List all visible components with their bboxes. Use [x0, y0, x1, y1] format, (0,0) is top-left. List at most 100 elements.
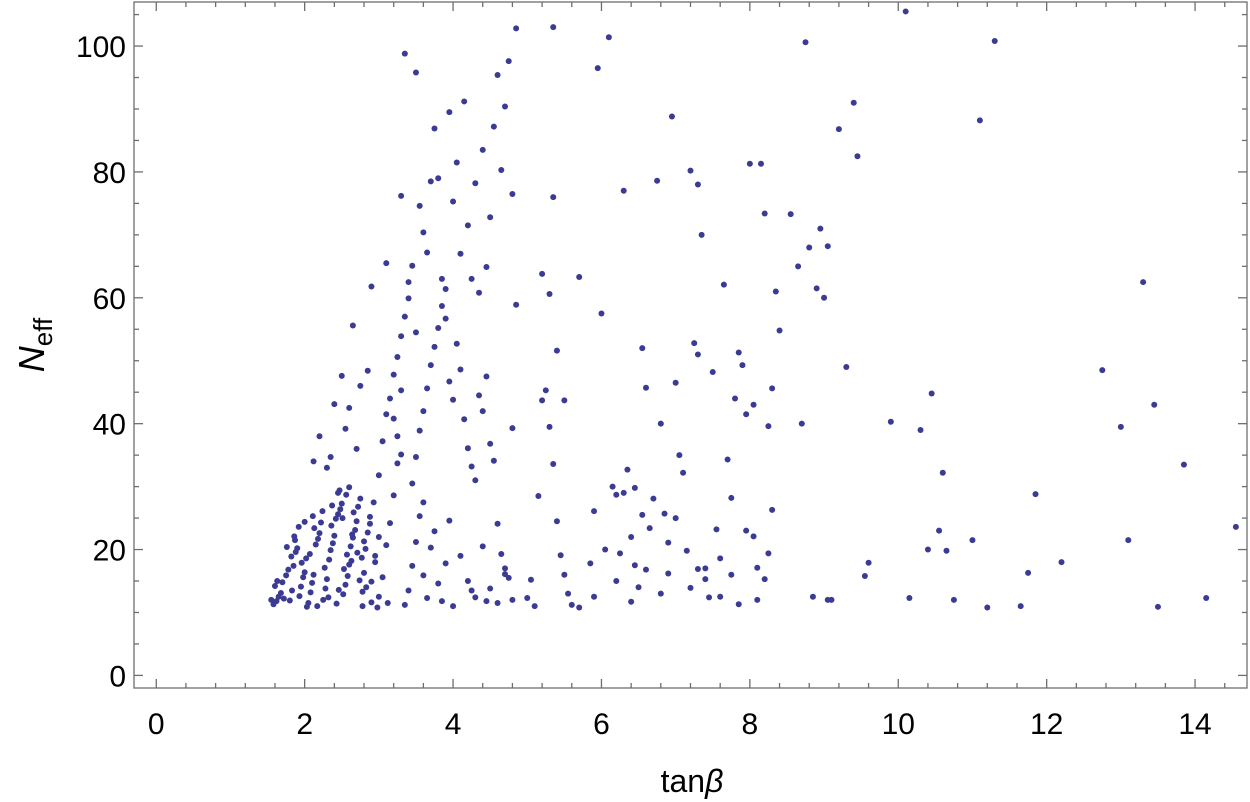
- data-point: [461, 416, 468, 423]
- data-point: [620, 187, 627, 194]
- data-point: [476, 289, 483, 296]
- data-point: [728, 494, 735, 501]
- data-point: [435, 580, 442, 587]
- data-point: [337, 506, 344, 513]
- data-point: [340, 591, 347, 598]
- data-point: [798, 420, 805, 427]
- data-point: [327, 454, 334, 461]
- data-point: [327, 547, 334, 554]
- data-point: [442, 315, 449, 322]
- data-point: [338, 500, 345, 507]
- data-point: [461, 98, 468, 105]
- data-point: [969, 537, 976, 544]
- data-point: [285, 566, 292, 573]
- data-point: [424, 595, 431, 602]
- data-point: [343, 551, 350, 558]
- y-tick-label: 20: [93, 535, 126, 568]
- data-point: [354, 549, 361, 556]
- data-point: [639, 345, 646, 352]
- data-point: [394, 353, 401, 360]
- data-point: [702, 565, 709, 572]
- data-point: [438, 302, 445, 309]
- data-point: [539, 270, 546, 277]
- data-point: [366, 513, 373, 520]
- data-point: [384, 600, 391, 607]
- data-point: [453, 159, 460, 166]
- data-point: [490, 457, 497, 464]
- data-point: [668, 113, 675, 120]
- data-point: [379, 438, 386, 445]
- data-point: [343, 491, 350, 498]
- data-point: [394, 433, 401, 440]
- data-point: [617, 550, 624, 557]
- data-point: [361, 569, 368, 576]
- data-point: [1180, 461, 1187, 468]
- data-point: [372, 559, 379, 566]
- data-point: [368, 578, 375, 585]
- data-point: [438, 598, 445, 605]
- data-point: [353, 518, 360, 525]
- data-point: [361, 538, 368, 545]
- data-point: [431, 125, 438, 132]
- data-point: [307, 589, 314, 596]
- data-point: [680, 469, 687, 476]
- data-point: [427, 178, 434, 185]
- data-point: [386, 520, 393, 527]
- data-point: [494, 520, 501, 527]
- data-point: [757, 160, 764, 167]
- data-point: [359, 588, 366, 595]
- data-point: [383, 411, 390, 418]
- data-point: [390, 415, 397, 422]
- data-point: [359, 603, 366, 610]
- data-point: [628, 533, 635, 540]
- data-point: [565, 590, 572, 597]
- data-point: [412, 454, 419, 461]
- data-point: [316, 433, 323, 440]
- x-tick-label: 2: [296, 708, 313, 741]
- data-point: [902, 8, 909, 15]
- data-point: [383, 260, 390, 267]
- data-point: [672, 379, 679, 386]
- data-point: [431, 343, 438, 350]
- data-point: [769, 385, 776, 392]
- data-point: [409, 480, 416, 487]
- data-point: [370, 499, 377, 506]
- data-point: [401, 313, 408, 320]
- data-point: [735, 601, 742, 608]
- y-tick-labels: 0 20 40 60 80 100: [76, 31, 126, 693]
- data-point: [487, 214, 494, 221]
- data-point: [761, 210, 768, 217]
- data-point: [303, 555, 310, 562]
- data-point: [824, 243, 831, 250]
- data-point: [412, 538, 419, 545]
- data-point: [364, 367, 371, 374]
- data-point: [502, 103, 508, 110]
- data-point: [317, 519, 324, 526]
- data-point: [535, 493, 542, 500]
- data-point: [542, 387, 549, 394]
- data-point: [936, 527, 943, 534]
- data-point: [321, 564, 328, 571]
- data-point: [344, 572, 351, 579]
- data-point: [724, 456, 731, 463]
- data-point: [431, 528, 438, 535]
- data-point: [605, 34, 612, 41]
- data-point: [487, 585, 494, 592]
- data-point: [446, 517, 453, 524]
- data-point: [813, 285, 820, 292]
- data-point: [323, 576, 330, 583]
- data-point: [750, 533, 757, 540]
- data-point: [333, 600, 340, 607]
- data-point: [539, 397, 546, 404]
- x-axis-label-main: tan: [661, 763, 705, 799]
- data-point: [802, 39, 809, 46]
- data-point: [446, 378, 453, 385]
- data-point: [409, 562, 416, 569]
- data-point: [691, 340, 698, 347]
- data-point: [487, 440, 494, 447]
- data-point: [349, 322, 356, 329]
- data-point: [353, 445, 360, 452]
- data-point: [550, 24, 557, 31]
- data-point: [769, 506, 776, 513]
- data-point: [398, 192, 405, 199]
